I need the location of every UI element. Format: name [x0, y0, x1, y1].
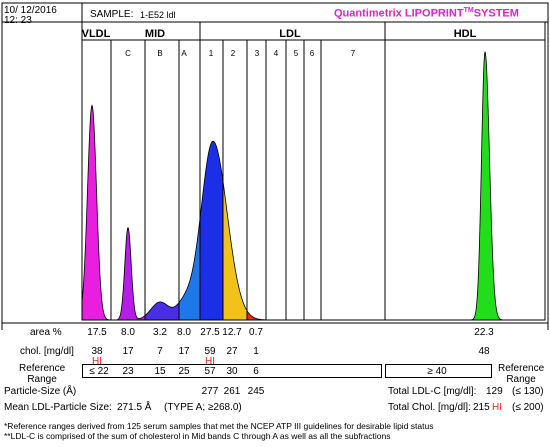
- sample-label: SAMPLE:: [90, 9, 134, 20]
- mean-ldl-value: 271.5 Å: [117, 402, 152, 413]
- chol-cell-2: 7: [157, 346, 163, 357]
- hi-flag-4: HI: [205, 356, 215, 367]
- ref-right-label: Reference Range: [498, 363, 544, 385]
- brand-title: Quantimetrix LIPOPRINTTMSYSTEM: [334, 7, 519, 20]
- ref-cell-1: 23: [122, 366, 134, 377]
- total-chol-label: Total Chol. [mg/dl]:: [388, 402, 471, 413]
- hi-flag-0: HI: [92, 356, 102, 367]
- ref-right-label-line2: Range: [506, 374, 536, 385]
- ref-cell-3: 25: [178, 366, 190, 377]
- footnote-ldl: **LDL-C is comprised of the sum of chole…: [4, 431, 391, 441]
- ref-left-label-line2: Range: [27, 374, 57, 385]
- report-date: 10/ 12/2016: [4, 5, 57, 16]
- total-ldl-ref: (≤ 130): [512, 386, 544, 397]
- ref-left-label: Reference Range: [19, 363, 65, 385]
- chol-cell-5: 27: [226, 346, 238, 357]
- band-fill-3: [179, 218, 200, 320]
- area-cell-3: 8.0: [177, 327, 191, 338]
- total-chol-ref: (≤ 200): [512, 402, 544, 413]
- area-cell-0: 17.5: [87, 327, 107, 338]
- ref-cell-2: 15: [154, 366, 166, 377]
- band-label-b: B: [157, 49, 162, 58]
- area-cell-5: 12.7: [222, 327, 242, 338]
- chol-cell-6: 1: [253, 346, 259, 357]
- group-label-hdl: HDL: [454, 28, 477, 40]
- reference-range-box: [82, 364, 382, 378]
- group-label-mid: MID: [145, 28, 165, 40]
- particle-size-0: 277: [201, 386, 219, 397]
- ref-cell-0: ≤ 22: [89, 366, 109, 377]
- band-fill-6: [247, 310, 266, 320]
- chol-cell-0: 38: [91, 346, 103, 357]
- band-fill-4: [200, 141, 223, 320]
- band-label-6: 6: [310, 49, 315, 58]
- band-label-5: 5: [294, 49, 299, 58]
- area-cell-1: 8.0: [121, 327, 135, 338]
- report-time: 12: 23: [4, 15, 32, 26]
- total-ldl-label: Total LDL-C [mg/dl]:: [388, 386, 477, 397]
- band-fill-5: [223, 181, 247, 320]
- band-label-7: 7: [351, 49, 356, 58]
- hdl-reference-box: [385, 364, 492, 378]
- area-cell-6: 0.7: [249, 327, 263, 338]
- band-fill-2: [145, 301, 179, 320]
- particle-size-label: Particle-Size (Å): [4, 386, 77, 397]
- profile-curve: [81, 51, 545, 321]
- mean-ldl-label: Mean LDL-Particle Size:: [4, 402, 112, 413]
- chol-row-label: chol. [mg/dl]: [20, 346, 74, 357]
- ref-cell-4: 57: [204, 366, 216, 377]
- chol-cell-1: 17: [122, 346, 134, 357]
- electrophoresis-chart: VLDL MID LDL HDL C B A 1 2 3 4 5 6 7: [1, 2, 549, 330]
- group-label-ldl: LDL: [279, 28, 301, 40]
- ref-left-label-line1: Reference: [19, 363, 66, 374]
- brand-system: SYSTEM: [473, 7, 519, 20]
- total-chol-hi-flag: HI: [492, 402, 502, 413]
- ref-cell-11: ≥ 40: [427, 366, 447, 377]
- band-label-4: 4: [274, 49, 279, 58]
- area-cell-11: 22.3: [474, 327, 494, 338]
- brand-main: Quantimetrix LIPOPRINT: [334, 7, 464, 20]
- band-label-2: 2: [231, 49, 236, 58]
- particle-size-2: 245: [247, 386, 265, 397]
- chol-cell-4: 59: [204, 346, 216, 357]
- band-label-c: C: [125, 49, 131, 58]
- report-border: [1, 2, 549, 330]
- band-fill-1: [111, 227, 145, 320]
- chol-cell-11: 48: [478, 346, 490, 357]
- band-label-3: 3: [255, 49, 260, 58]
- band-fill-0: [82, 105, 111, 321]
- band-fill-7: [445, 51, 510, 321]
- total-ldl-value: 129: [486, 386, 503, 397]
- area-cell-2: 3.2: [153, 327, 167, 338]
- area-cell-4: 27.5: [200, 327, 220, 338]
- brand-tm: TM: [463, 7, 474, 14]
- group-label-vldl: VLDL: [82, 28, 111, 40]
- total-chol-value: 215: [473, 402, 490, 413]
- chol-cell-3: 17: [178, 346, 190, 357]
- band-label-a: A: [181, 49, 187, 58]
- ref-cell-5: 30: [226, 366, 238, 377]
- sample-id: 1-E52 ldl: [140, 10, 176, 20]
- ref-cell-6: 6: [253, 366, 259, 377]
- area-row-label: area %: [30, 327, 62, 338]
- particle-size-1: 261: [223, 386, 241, 397]
- band-label-1: 1: [209, 49, 214, 58]
- mean-ldl-type: (TYPE A; ≥268.0): [164, 402, 242, 413]
- chart-frame: [81, 21, 546, 321]
- footnote-reference: *Reference ranges derived from 125 serum…: [4, 421, 434, 431]
- ref-right-label-line1: Reference: [498, 363, 545, 374]
